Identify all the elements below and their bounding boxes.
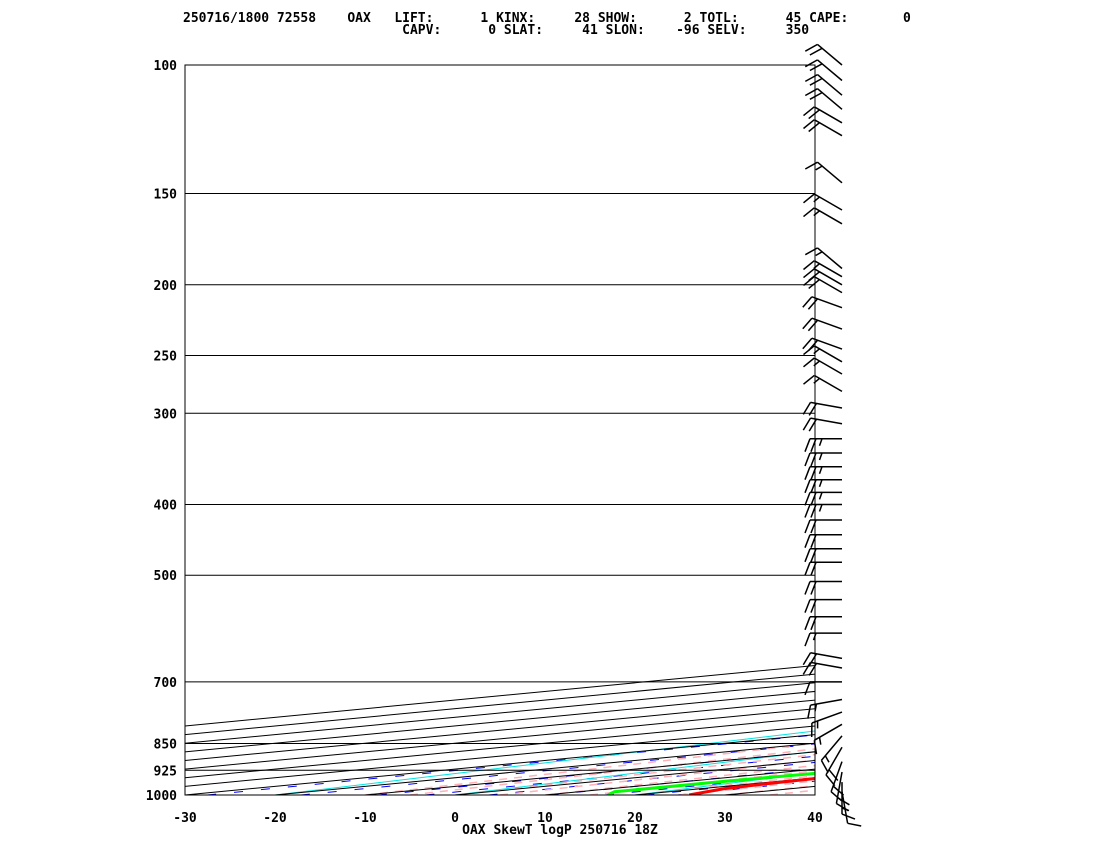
moist-adiabat: [680, 65, 1120, 795]
temperature-tick-label: 40: [807, 811, 823, 826]
isotherm: [815, 65, 1120, 795]
moist-adiabat: [635, 65, 1120, 795]
wind-barb: [805, 480, 842, 493]
pressure-tick-label: 250: [154, 349, 178, 364]
dry-adiabat: [635, 65, 1120, 795]
plot-frame: [185, 65, 815, 795]
wind-barb: [803, 318, 842, 331]
temperature-tick-label: 0: [451, 811, 459, 826]
wind-barb: [805, 439, 842, 452]
pressure-tick-label: 300: [154, 407, 178, 422]
moist-adiabat: [365, 65, 1120, 795]
wind-barb: [805, 549, 842, 562]
pressure-tick-label: 150: [154, 188, 178, 203]
pressure-tick-labels: 100 150 200 250 300 400 500 700 850 925 1000: [146, 59, 177, 804]
mixing-ratio-line: [645, 65, 1120, 795]
moist-adiabats: [365, 65, 1120, 795]
wind-barb: [804, 208, 843, 224]
header-line-2: CAPV: 0 SLAT: 41 SLON: -96 SELV: 350: [183, 23, 809, 38]
sounding-profiles: [608, 65, 1120, 795]
wind-barb: [803, 418, 842, 431]
mixing-ratio-line: [301, 65, 1120, 795]
wind-barb: [803, 662, 842, 675]
wind-barb: [804, 107, 843, 123]
wind-barb: [805, 505, 842, 518]
temperature-profile: [689, 65, 1120, 795]
wind-barb: [805, 44, 842, 65]
isotherm: [185, 65, 1120, 795]
wind-barb: [814, 724, 842, 754]
wind-barb: [805, 60, 842, 81]
dry-adiabat: [815, 65, 1120, 795]
wind-barb: [805, 600, 842, 613]
moist-adiabat: [410, 65, 1120, 795]
wind-barb: [805, 535, 842, 548]
isotherm: [635, 65, 1120, 795]
temperature-tick-label: -30: [173, 811, 197, 826]
wind-barb: [805, 633, 842, 646]
wind-barb: [803, 338, 842, 351]
wind-barb: [804, 346, 843, 362]
mixing-ratio-line: [605, 65, 1120, 795]
pressure-tick-label: 200: [154, 279, 178, 294]
wind-barb: [804, 120, 843, 136]
pressure-tick-label: 400: [154, 499, 178, 514]
isotherm: [365, 65, 1120, 795]
mixing-ratio-lines: [207, 65, 1120, 795]
wind-barb: [804, 269, 843, 285]
wind-barb: [805, 89, 842, 110]
pressure-tick-label: 500: [154, 569, 178, 584]
dewpoint-profile: [608, 65, 1120, 795]
wind-barb: [805, 562, 842, 575]
pressure-tick-label: 700: [154, 676, 178, 691]
wind-barb: [805, 162, 842, 183]
wind-barb: [804, 194, 843, 210]
wind-barb: [803, 297, 842, 310]
mixing-ratio-line: [489, 65, 1120, 795]
temperature-tick-label: -20: [263, 811, 287, 826]
pressure-tick-label: 850: [154, 737, 178, 752]
dry-adiabat: [995, 65, 1120, 795]
isobars: [185, 65, 815, 795]
wind-barb: [821, 736, 842, 773]
mixing-ratio-line: [678, 65, 1120, 795]
pressure-tick-label: 100: [154, 59, 178, 74]
wind-barb: [804, 358, 843, 374]
mixing-ratio-line: [550, 65, 1120, 795]
footer-title: OAX SkewT logP 250716 18Z: [462, 823, 658, 838]
wind-barb: [805, 582, 842, 595]
moist-adiabat: [590, 65, 1120, 795]
wind-barb: [805, 492, 842, 505]
wind-barb: [805, 520, 842, 533]
wind-barb: [805, 467, 842, 480]
wind-barb: [805, 617, 842, 630]
moist-adiabat: [770, 65, 1120, 795]
wind-barb: [804, 375, 843, 391]
mixing-ratio-line: [425, 65, 1120, 795]
wind-barb: [805, 453, 842, 466]
pressure-tick-label: 1000: [146, 789, 177, 804]
temperature-tick-label: -10: [353, 811, 377, 826]
pressure-tick-label: 925: [154, 764, 177, 779]
mixing-ratio-line: [378, 65, 1120, 795]
wind-barb: [805, 682, 842, 695]
mixing-ratio-line: [207, 65, 1120, 795]
temperature-tick-label: 30: [717, 811, 733, 826]
